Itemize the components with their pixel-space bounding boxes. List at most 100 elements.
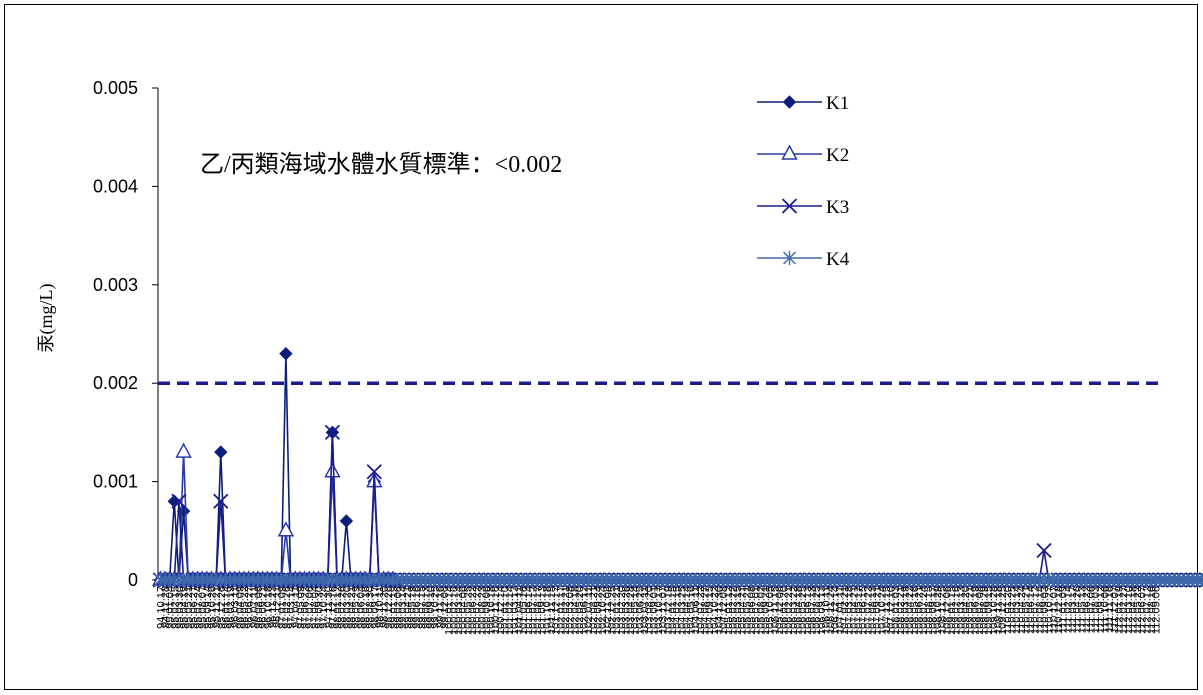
x-tick-label: 100.01.14 [444, 586, 456, 635]
x-tick-label: 98.12.26 [383, 586, 395, 629]
x-tick-label: 96.04.09 [234, 586, 246, 629]
x-tick-label: 103.10.17 [653, 586, 665, 635]
x-tick-label: 109.01.15 [946, 586, 958, 635]
x-tick-label: 102.09.24 [593, 586, 605, 635]
x-tick-label: 98.06.04 [355, 586, 367, 629]
series-line-K3 [160, 432, 1203, 581]
x-tick-label: 106.07.13 [806, 586, 818, 635]
x-tick-label: 108.09.17 [927, 586, 939, 635]
x-tick-label: 102.03.08 [565, 586, 577, 635]
x-tick-label: 101.03.13 [509, 586, 521, 635]
x-tick-label: 96.03.11 [230, 586, 242, 628]
legend-label: K4 [826, 249, 850, 270]
x-tick-label: 103.08.20 [644, 586, 656, 635]
x-tick-label: 99.03.14 [397, 586, 409, 629]
x-tick-label: 103.06.25 [634, 586, 646, 635]
x-tick-label: 104.01.15 [667, 586, 679, 635]
y-tick-label: 0.004 [93, 176, 138, 196]
x-tick-label: 106.04.18 [793, 586, 805, 635]
x-ticks: 94.10.1794.11.2895.01.0495.02.1595.03.30… [155, 580, 1163, 635]
series-line-K1 [160, 353, 393, 581]
x-tick-label: 100.07.22 [472, 586, 484, 635]
x-tick-label: 105.01.12 [723, 586, 735, 635]
x-tick-label: 104.11.30 [713, 586, 725, 634]
x-tick-label: 107.02.21 [839, 586, 851, 635]
x-tick-label: 104.02.15 [672, 586, 684, 635]
standard-annotation: 乙/丙類海域水體水質標準：<0.002 [200, 151, 562, 178]
x-tick-label: 102.12.25 [606, 586, 618, 635]
x-tick-label: 97.01.09 [276, 586, 288, 629]
x-tick-label: 106.09.13 [816, 586, 828, 635]
x-tick-label: 101.05.16 [518, 586, 530, 635]
x-tick-label: 111.08.03 [1090, 586, 1102, 633]
x-tick-label: 110.12.18 [1053, 586, 1065, 634]
y-tick-label: 0.005 [93, 78, 138, 98]
x-tick-label: 111.09.12 [1095, 586, 1107, 633]
x-tick-label: 96.05.22 [239, 586, 251, 629]
x-tick-label: 96.09.21 [258, 586, 270, 629]
x-tick-label: 109.07.08 [974, 586, 986, 635]
x-tick-label: 105.05.21 [741, 586, 753, 635]
x-tick-label: 100.04.06 [458, 586, 470, 635]
x-tick-label: 94.11.28 [160, 586, 172, 628]
data-point-K3 [213, 493, 229, 509]
x-tick-label: 97.06.22 [300, 586, 312, 629]
x-tick-label: 100.03.14 [453, 586, 465, 635]
x-tick-label: 110.10.27 [1044, 586, 1056, 634]
legend-entry-K4: K4 [757, 249, 850, 270]
x-tick-label: 109.04.20 [960, 586, 972, 635]
x-tick-label: 96.11.23 [267, 586, 279, 628]
x-tick-label: 101.09.13 [537, 586, 549, 635]
x-tick-label: 108.02.21 [895, 586, 907, 635]
x-tick-label: 97.09.30 [313, 586, 325, 629]
y-ticks: 0 0.001 0.002 0.003 0.004 0.005 [93, 78, 158, 590]
x-tick-label: 95.07.24 [193, 586, 205, 629]
x-tick-label: 95.12.26 [216, 586, 228, 629]
x-tick-label: 105.02.22 [727, 586, 739, 635]
series-line-K2 [160, 452, 393, 581]
x-tick-label: 97.05.09 [295, 586, 307, 629]
x-tick-label: 100.10.18 [486, 586, 498, 635]
x-tick-label: 107.11.15 [881, 586, 893, 634]
x-tick-label: 102.06.12 [579, 586, 591, 635]
x-tick-label: 108.12.06 [941, 586, 953, 635]
x-tick-label: 109.03.13 [955, 586, 967, 635]
x-tick-label: 98.09.17 [369, 586, 381, 629]
x-tick-label: 107.06.15 [858, 586, 870, 635]
x-tick-label: 112.08.16 [1146, 586, 1158, 634]
x-tick-label: 104.07.22 [695, 586, 707, 635]
chart-frame [4, 4, 1198, 690]
x-tick-label: 105.08.02 [755, 586, 767, 635]
x-tick-label: 105.12.06 [774, 586, 786, 635]
x-tick-label: 101.02.14 [504, 586, 516, 635]
legend-label: K3 [826, 197, 849, 218]
x-tick-label: 112.04.18 [1127, 586, 1139, 634]
x-tick-label: 95.04.19 [179, 586, 191, 629]
x-tick-label: 111.12.07 [1109, 586, 1121, 633]
x-tick-label: 103.11.07 [658, 586, 670, 634]
x-tick-label: 95.05.21 [183, 586, 195, 629]
legend-marker [783, 251, 796, 265]
x-tick-label: 102.04.18 [569, 586, 581, 635]
x-tick-label: 103.01.21 [611, 586, 623, 635]
data-point-K3 [366, 464, 382, 480]
x-tick-label: 96.08.06 [253, 586, 265, 629]
x-tick-label: 108.08.15 [923, 586, 935, 635]
x-tick-label: 109.10.28 [988, 586, 1000, 635]
x-tick-label: 99.09.10 [425, 586, 437, 629]
x-tick-label: 99.10.25 [430, 586, 442, 629]
x-tick-label: 107.09.21 [872, 586, 884, 635]
x-tick-label: 108.05.16 [909, 586, 921, 635]
x-tick-label: 98.07.16 [360, 586, 372, 629]
data-point-K2 [277, 521, 295, 537]
x-tick-label: 99.06.16 [411, 586, 423, 629]
x-tick-label: 105.04.21 [737, 586, 749, 635]
x-tick-label: 108.07.24 [918, 586, 930, 635]
x-tick-label: 99.07.15 [416, 586, 428, 629]
x-tick-label: 96.07.11 [248, 586, 260, 628]
x-tick-label: 95.03.30 [174, 586, 186, 629]
x-tick-label: 106.12.14 [830, 586, 842, 635]
x-tick-label: 95.01.04 [165, 586, 177, 629]
x-tick-label: 98.11.20 [379, 586, 391, 628]
x-tick-label: 99.11.16 [434, 586, 446, 628]
